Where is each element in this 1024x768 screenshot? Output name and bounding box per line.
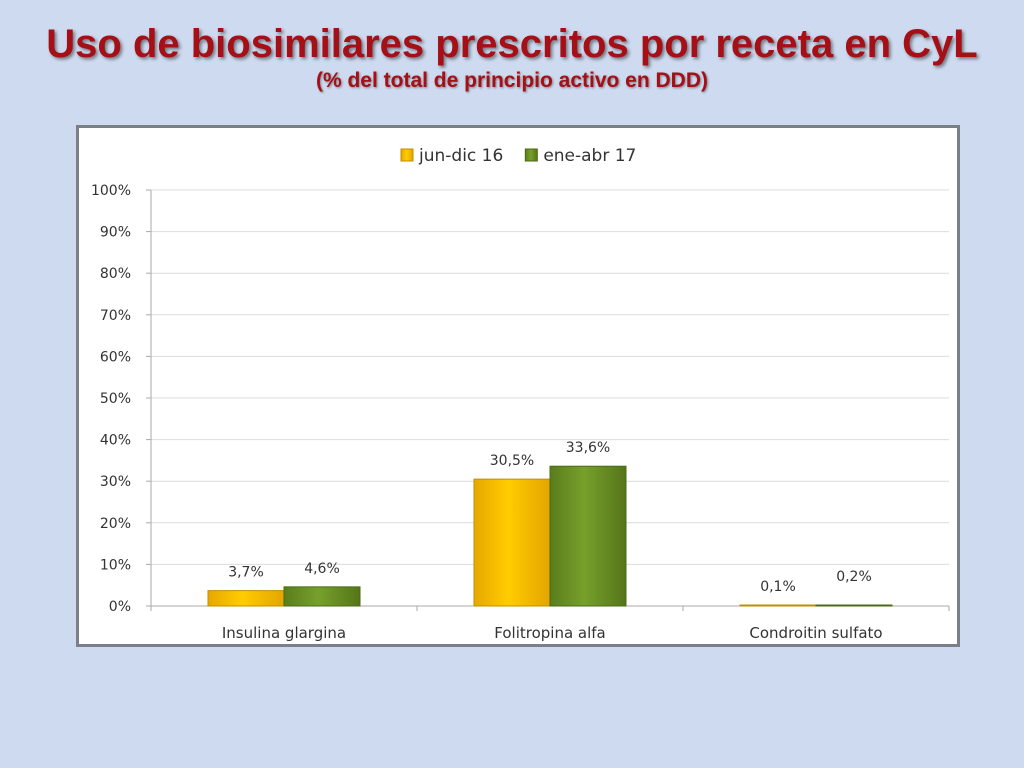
y-tick-label: 70% <box>100 308 131 324</box>
axes: 0% 10% 20% 30% 40% 50% 60% 70% 80% 90% 100% Insulin… <box>91 183 950 642</box>
y-tick-label: 100% <box>91 183 131 199</box>
y-tick-label: 20% <box>100 516 131 532</box>
data-label: 0,2% <box>836 569 872 585</box>
data-label: 33,6% <box>566 440 610 456</box>
data-labels: 3,7% 4,6% 30,5% 33,6% 0,1% 0,2% <box>228 440 872 595</box>
data-label: 3,7% <box>228 565 264 581</box>
y-tick-label: 80% <box>100 266 131 282</box>
bar-jun-dic-16 <box>473 478 551 607</box>
data-label: 0,1% <box>760 579 796 595</box>
bar-ene-abr-17 <box>815 604 893 607</box>
category-label: Condroitin sulfato <box>749 624 882 642</box>
y-tick-label: 50% <box>100 391 131 407</box>
bar-ene-abr-17 <box>549 465 627 607</box>
y-tick-label: 90% <box>100 225 131 241</box>
bar-jun-dic-16 <box>207 590 285 607</box>
category-label: Insulina glargina <box>222 624 346 642</box>
legend: jun-dic 16 ene-abr 17 <box>400 146 636 166</box>
legend-swatch <box>524 148 538 162</box>
y-tick-label: 10% <box>100 557 131 573</box>
category-label: Folitropina alfa <box>494 624 606 642</box>
gridlines <box>151 189 949 607</box>
legend-label: ene-abr 17 <box>543 146 636 166</box>
legend-swatch <box>400 148 414 162</box>
bars <box>207 465 893 607</box>
slide-subtitle: (% del total de principio activo en DDD) <box>315 69 709 92</box>
bar-chart: 0% 10% 20% 30% 40% 50% 60% 70% 80% 90% 100% Insulin… <box>91 146 950 642</box>
y-tick-label: 30% <box>100 474 131 490</box>
y-tick-label: 0% <box>109 599 131 615</box>
data-label: 30,5% <box>490 453 534 469</box>
chart-frame: 0% 10% 20% 30% 40% 50% 60% 70% 80% 90% 100% Insulin… <box>76 125 960 647</box>
y-tick-label: 60% <box>100 349 131 365</box>
legend-label: jun-dic 16 <box>418 146 503 166</box>
bar-ene-abr-17 <box>283 586 361 607</box>
data-label: 4,6% <box>304 561 340 577</box>
bar-jun-dic-16 <box>739 604 817 607</box>
slide-title: Uso de biosimilares prescritos por recet… <box>46 22 978 66</box>
y-tick-label: 40% <box>100 433 131 449</box>
